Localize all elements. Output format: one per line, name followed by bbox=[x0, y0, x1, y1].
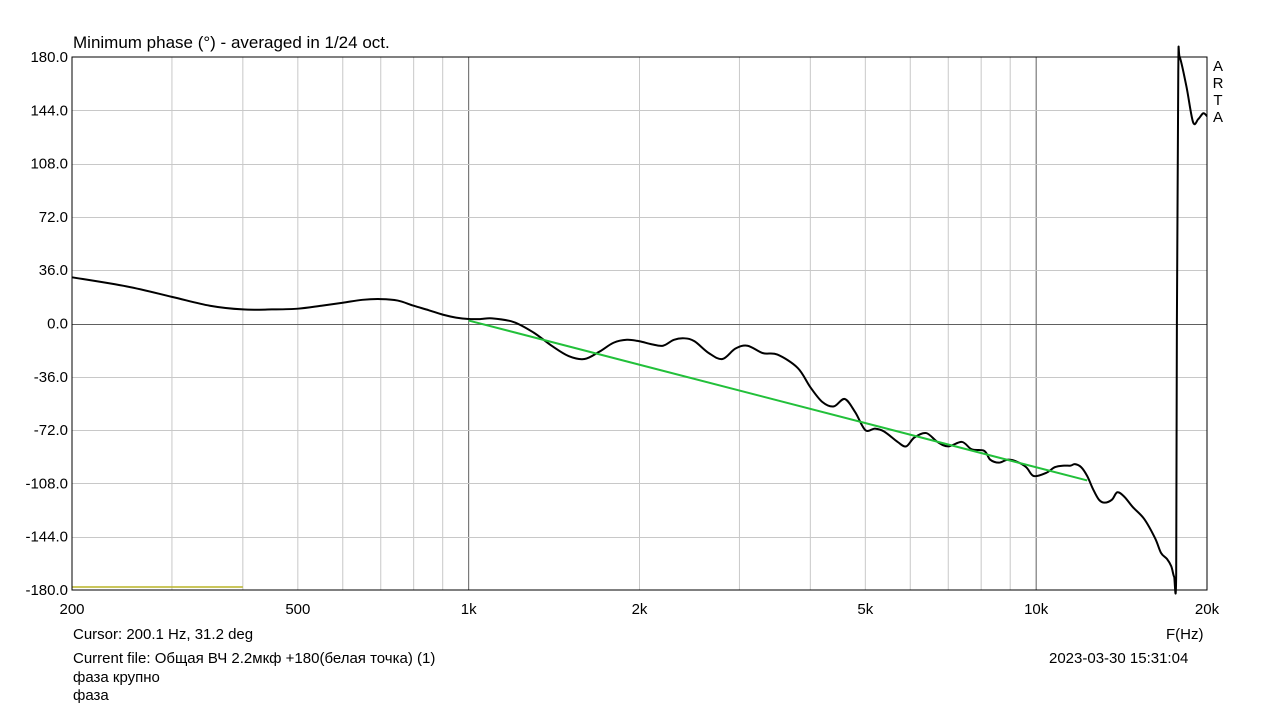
arta-letter: T bbox=[1213, 92, 1223, 109]
x-tick-labels: 200 500 1k 2k 5k 10k 20k bbox=[59, 601, 1219, 618]
timestamp: 2023-03-30 15:31:04 bbox=[1049, 650, 1189, 667]
y-tick-label: -36.0 bbox=[34, 369, 68, 386]
y-tick-label: -72.0 bbox=[34, 422, 68, 439]
file-note: фаза крупно bbox=[73, 669, 160, 686]
y-tick-label: 72.0 bbox=[39, 209, 68, 226]
current-file-label: Current file: Общая ВЧ 2.2мкф +180(белая… bbox=[73, 650, 436, 667]
y-tick-label: 36.0 bbox=[39, 262, 68, 279]
grid-lines bbox=[72, 57, 1207, 590]
x-tick-label: 20k bbox=[1195, 601, 1220, 618]
arta-letter: A bbox=[1212, 58, 1223, 75]
x-tick-label: 5k bbox=[857, 601, 873, 618]
series-layer bbox=[71, 45, 1208, 595]
chart-title: Minimum phase (°) - averaged in 1/24 oct… bbox=[73, 33, 390, 52]
arta-letter: R bbox=[1212, 75, 1224, 92]
arta-letter: A bbox=[1212, 109, 1223, 126]
y-tick-labels: 180.0 144.0 108.0 72.0 36.0 0.0 -36.0 -72.0 -108… bbox=[25, 49, 68, 599]
y-tick-label: -144.0 bbox=[25, 529, 68, 546]
plot-frame bbox=[71, 56, 1208, 591]
x-tick-label: 500 bbox=[285, 601, 310, 618]
phase-curve bbox=[71, 45, 1208, 595]
x-tick-label: 200 bbox=[59, 601, 84, 618]
y-tick-label: 108.0 bbox=[30, 156, 68, 173]
y-tick-label: 180.0 bbox=[30, 49, 68, 66]
x-tick-label: 2k bbox=[632, 601, 648, 618]
y-tick-label: 0.0 bbox=[47, 316, 68, 333]
x-axis-label: F(Hz) bbox=[1166, 626, 1204, 643]
y-tick-label: -180.0 bbox=[25, 582, 68, 599]
cursor-readout: Cursor: 200.1 Hz, 31.2 deg bbox=[73, 626, 254, 643]
arta-side-label: A R T A bbox=[1212, 58, 1224, 126]
y-tick-label: 144.0 bbox=[30, 102, 68, 119]
linear-phase-reference-line bbox=[468, 319, 1088, 482]
y-tick-label: -108.0 bbox=[25, 475, 68, 492]
file-note-2: фаза bbox=[73, 687, 109, 704]
x-tick-label: 10k bbox=[1024, 601, 1049, 618]
x-tick-label: 1k bbox=[461, 601, 477, 618]
